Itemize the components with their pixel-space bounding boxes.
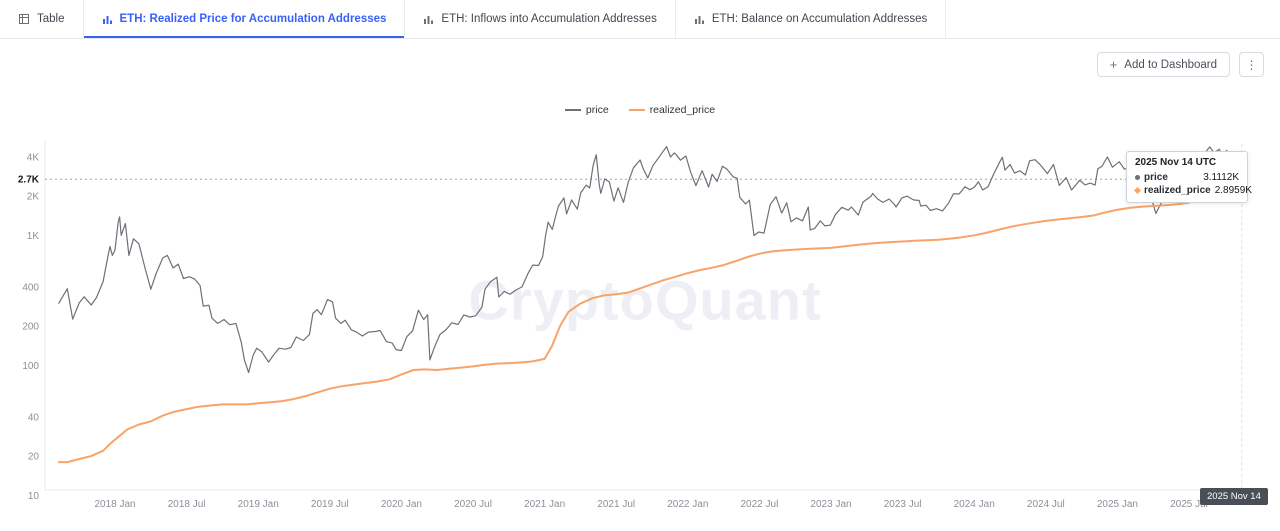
y-axis-label: 10 — [28, 491, 40, 502]
x-axis-label: 2019 Jan — [238, 499, 279, 510]
x-axis-label: 2021 Jul — [597, 499, 635, 510]
tab-label: Table — [37, 13, 65, 25]
y-axis-label: 40 — [28, 413, 40, 424]
tab-inflows[interactable]: ETH: Inflows into Accumulation Addresses — [405, 0, 676, 38]
tab-label: ETH: Realized Price for Accumulation Add… — [119, 13, 387, 25]
x-axis-label: 2020 Jan — [381, 499, 422, 510]
x-axis-label: 2023 Jan — [810, 499, 851, 510]
price-marker-icon — [1135, 175, 1140, 180]
x-axis-label: 2025 Jul — [1170, 499, 1208, 510]
legend-item-realized-price[interactable]: realized_price — [628, 104, 716, 116]
legend-label: realized_price — [649, 104, 716, 116]
y-axis-label: 2K — [27, 192, 40, 203]
legend-label: price — [585, 104, 609, 116]
tooltip-date: 2025 Nov 14 UTC — [1135, 157, 1217, 168]
kebab-menu-icon: ⋮ — [1245, 57, 1258, 72]
bar-chart-icon — [102, 14, 113, 25]
tooltip-row-price: price 3.1112K — [1135, 172, 1239, 183]
x-axis-label: 2018 Jul — [168, 499, 206, 510]
x-axis-label: 2023 Jul — [884, 499, 922, 510]
chart-canvas[interactable]: 4K 2.7K 2K 1K 400 200 100 40 20 10 2018 Jan 2018 Ju… — [0, 130, 1280, 520]
toolbar: + Add to Dashboard ⋮ — [1096, 52, 1264, 77]
tab-balance[interactable]: ETH: Balance on Accumulation Addresses — [676, 0, 947, 38]
price-line-swatch-icon — [564, 109, 581, 111]
tab-realized-price[interactable]: ETH: Realized Price for Accumulation Add… — [84, 0, 406, 38]
y-axis-label: 20 — [28, 452, 40, 463]
x-axis-label: 2021 Jan — [524, 499, 565, 510]
realized-price-line-swatch-icon — [628, 109, 645, 111]
more-options-button[interactable]: ⋮ — [1239, 52, 1264, 77]
tab-label: ETH: Inflows into Accumulation Addresses — [441, 13, 657, 25]
y-axis-label: 2.7K — [18, 175, 40, 186]
add-to-dashboard-label: Add to Dashboard — [1124, 58, 1217, 71]
y-axis-label: 1K — [27, 231, 40, 242]
table-icon — [18, 13, 30, 25]
legend-item-price[interactable]: price — [564, 104, 609, 116]
x-axis-label: 2025 Jan — [1097, 499, 1138, 510]
x-axis-label: 2020 Jul — [454, 499, 492, 510]
add-to-dashboard-button[interactable]: + Add to Dashboard — [1096, 52, 1230, 77]
price-line — [58, 146, 1243, 374]
bar-chart-icon — [694, 14, 705, 25]
y-axis-label: 4K — [27, 153, 40, 164]
realized_price-line — [57, 174, 1243, 464]
x-axis-label: 2018 Jan — [94, 499, 135, 510]
tab-bar: Table ETH: Realized Price for Accumulati… — [0, 0, 1280, 39]
tab-label: ETH: Balance on Accumulation Addresses — [711, 13, 928, 25]
x-axis-label: 2019 Jul — [311, 499, 349, 510]
bar-chart-icon — [423, 14, 434, 25]
crosshair-date-badge: 2025 Nov 14 — [1200, 488, 1268, 505]
y-axis-label: 200 — [22, 322, 39, 333]
x-axis-label: 2022 Jan — [667, 499, 708, 510]
y-axis-label: 400 — [22, 283, 39, 294]
x-axis-label: 2022 Jul — [741, 499, 779, 510]
chart-tooltip: 2025 Nov 14 UTC price 3.1112K realized_p… — [1126, 151, 1252, 203]
tab-table[interactable]: Table — [0, 0, 84, 38]
x-axis-label: 2024 Jan — [954, 499, 995, 510]
tooltip-row-realized-price: realized_price 2.8959K — [1133, 185, 1252, 196]
y-axis-label: 100 — [22, 361, 39, 372]
x-axis-label: 2024 Jul — [1027, 499, 1065, 510]
plus-icon: + — [1109, 57, 1118, 72]
realized-price-marker-icon — [1133, 186, 1142, 195]
chart-legend: price realized_price — [0, 104, 1280, 116]
